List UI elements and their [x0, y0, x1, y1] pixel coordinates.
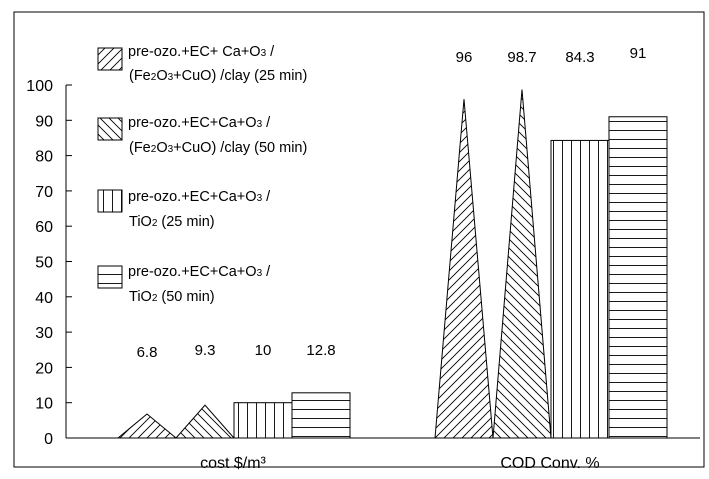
legend-label: pre-ozo.+EC+ Ca+O3 / [128, 44, 275, 60]
legend-label: (Fe2O3+CuO) /clay (25 min) [129, 68, 307, 84]
category-label: cost $/m³ [200, 455, 266, 472]
bar [174, 404, 236, 439]
legend-swatch [97, 117, 123, 141]
data-label: 84.3 [565, 49, 594, 66]
data-label: 6.8 [137, 344, 158, 361]
category-label: COD Conv. % [500, 455, 599, 472]
y-tick-label: 90 [35, 113, 53, 130]
bar [116, 413, 178, 439]
plot-frame [13, 11, 705, 468]
legend-label: TiO2 (25 min) [129, 214, 215, 230]
y-tick-label: 40 [35, 290, 53, 307]
legend-label: pre-ozo.+EC+Ca+O3 / [128, 115, 271, 131]
y-tick-label: 100 [26, 78, 53, 95]
data-label: 98.7 [507, 49, 536, 66]
y-tick-label: 80 [35, 149, 53, 166]
y-tick-label: 70 [35, 184, 53, 201]
data-label: 10 [255, 342, 272, 359]
legend-swatch [97, 47, 123, 71]
data-label: 9.3 [195, 342, 216, 359]
y-tick-label: 0 [44, 431, 53, 448]
y-tick-label: 50 [35, 255, 53, 272]
y-tick-label: 10 [35, 396, 53, 413]
legend-label: pre-ozo.+EC+Ca+O3 / [128, 264, 271, 280]
bar [550, 139, 610, 439]
data-label: 96 [456, 49, 473, 66]
bar [233, 402, 293, 439]
y-tick-label: 60 [35, 219, 53, 236]
data-label: 91 [630, 45, 647, 62]
bar [434, 99, 494, 439]
bar [608, 116, 668, 439]
data-label: 12.8 [306, 342, 335, 359]
legend-label: TiO2 (50 min) [129, 289, 215, 305]
y-tick-label: 30 [35, 325, 53, 342]
legend-label: (Fe2O3+CuO) /clay (50 min) [129, 140, 307, 156]
y-tick-label: 20 [35, 360, 53, 377]
legend-swatch [97, 265, 123, 289]
bar [291, 392, 351, 439]
legend-label: pre-ozo.+EC+Ca+O3 / [128, 189, 271, 205]
legend-swatch [97, 189, 123, 213]
bar [492, 89, 552, 439]
